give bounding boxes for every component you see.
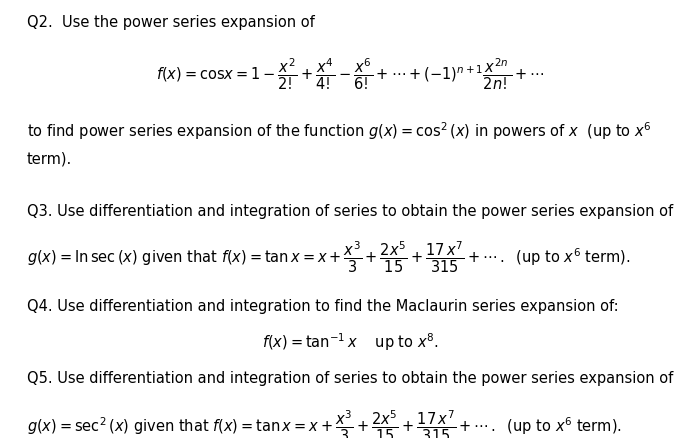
- Text: Q3. Use differentiation and integration of series to obtain the power series exp: Q3. Use differentiation and integration …: [27, 204, 673, 219]
- Text: $g(x) = \mathrm{ln\,sec}\,(x)$ given that $f(x) = \tan x = x + \dfrac{x^3}{3} + : $g(x) = \mathrm{ln\,sec}\,(x)$ given tha…: [27, 239, 630, 274]
- Text: $f(x) = \mathrm{cos}x = 1 - \dfrac{x^2}{2!} + \dfrac{x^4}{4!} - \dfrac{x^6}{6!} : $f(x) = \mathrm{cos}x = 1 - \dfrac{x^2}{…: [155, 57, 545, 92]
- Text: to find power series expansion of the function $g(x) = \cos^2(x)$ in powers of $: to find power series expansion of the fu…: [27, 120, 652, 142]
- Text: $g(x) = \sec^2(x)$ given that $f(x) = \tan x = x + \dfrac{x^3}{3} + \dfrac{2x^5}: $g(x) = \sec^2(x)$ given that $f(x) = \t…: [27, 408, 622, 438]
- Text: term).: term).: [27, 151, 72, 166]
- Text: Q2.  Use the power series expansion of: Q2. Use the power series expansion of: [27, 15, 314, 30]
- Text: Q5. Use differentiation and integration of series to obtain the power series exp: Q5. Use differentiation and integration …: [27, 370, 673, 385]
- Text: Q4. Use differentiation and integration to find the Maclaurin series expansion o: Q4. Use differentiation and integration …: [27, 298, 618, 313]
- Text: $f(x) = \tan^{-1}x\quad$ up to $x^8$.: $f(x) = \tan^{-1}x\quad$ up to $x^8$.: [262, 331, 438, 352]
